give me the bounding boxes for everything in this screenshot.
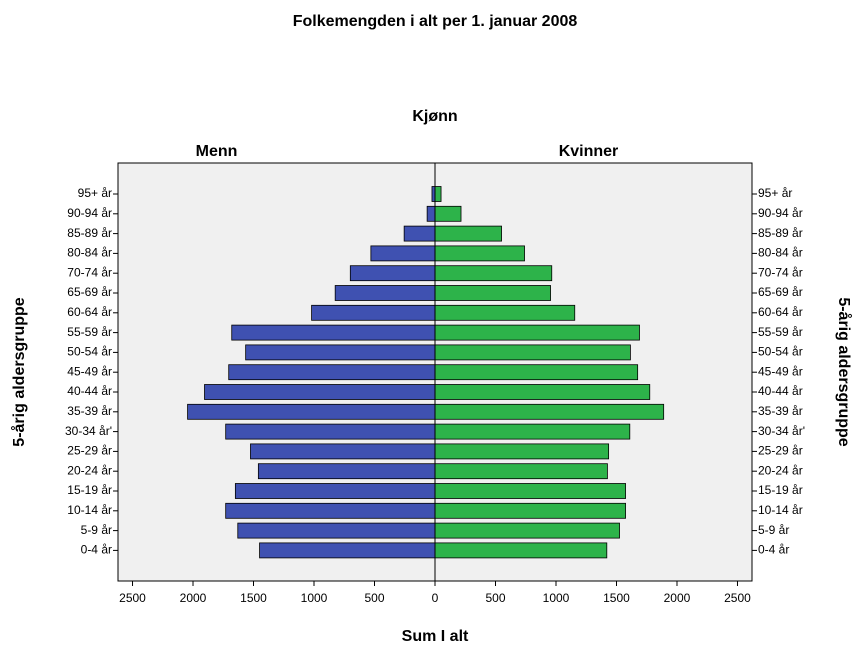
bar [434, 502, 626, 519]
y-tick-label: 55-59 år [67, 325, 112, 339]
bar [434, 384, 651, 400]
bar [257, 463, 436, 480]
y-tick-label-right: 20-24 år [758, 463, 803, 477]
bar [434, 463, 608, 480]
bar [434, 443, 610, 460]
bar [434, 225, 502, 242]
bar [434, 245, 525, 262]
y-tick-label: 5-9 år [81, 523, 112, 537]
y-tick-label-right: 55-59 år [758, 325, 803, 339]
y-tick-label-right: 35-39 år [758, 404, 803, 418]
y-tick-label: 45-49 år [67, 364, 112, 378]
y-tick-label: 15-19 år [67, 483, 112, 497]
y-tick-label: 80-84 år [67, 246, 112, 260]
bar [434, 186, 442, 202]
y-tick-label: 40-44 år [67, 384, 112, 398]
y-tick-label-right: 15-19 år [758, 483, 803, 497]
y-tick-label: 95+ år [78, 186, 112, 200]
x-tick-label: 500 [485, 591, 505, 605]
y-axis-label-right: 5-årig aldersgruppe [835, 297, 853, 446]
bar [245, 344, 436, 361]
bar [434, 344, 631, 361]
y-tick-label-right: 70-74 år [758, 265, 803, 279]
y-axis-label: 5-årig aldersgruppe [10, 297, 28, 446]
bar [204, 384, 436, 400]
bar [403, 225, 436, 242]
y-tick-label: 30-34 år' [65, 424, 112, 438]
y-tick-label-right: 10-14 år [758, 503, 803, 517]
y-tick-label-right: 85-89 år [758, 226, 803, 240]
x-tick-label: 2000 [180, 591, 207, 605]
x-tick-label: 2000 [664, 591, 691, 605]
x-tick-label: 1000 [301, 591, 328, 605]
bar [334, 285, 436, 301]
bar [434, 522, 620, 539]
bar [231, 324, 436, 341]
bar [250, 443, 436, 460]
x-tick-label: 0 [432, 591, 439, 605]
y-tick-label: 90-94 år [67, 206, 112, 220]
bar [434, 285, 551, 301]
y-tick-label-right: 25-29 år [758, 444, 803, 458]
chart-title: Folkemengden i alt per 1. januar 2008 [293, 13, 578, 30]
bar [426, 205, 436, 222]
x-tick-label: 2500 [724, 591, 751, 605]
bar [228, 364, 436, 381]
y-tick-label-right: 40-44 år [758, 384, 803, 398]
y-tick-label: 65-69 år [67, 285, 112, 299]
y-tick-label: 85-89 år [67, 226, 112, 240]
y-tick-label-right: 45-49 år [758, 364, 803, 378]
bar [349, 265, 436, 282]
bar [237, 522, 436, 539]
bar [434, 364, 639, 381]
x-axis-label: Sum I alt [402, 628, 469, 645]
bar [311, 304, 436, 321]
y-tick-label: 25-29 år [67, 444, 112, 458]
x-tick-label: 1500 [240, 591, 267, 605]
x-tick-label: 1000 [543, 591, 570, 605]
bar [370, 245, 436, 262]
bar [434, 483, 626, 499]
bar [434, 542, 608, 559]
bar [234, 483, 436, 499]
y-tick-label-right: 0-4 år [758, 543, 789, 557]
bar [434, 403, 665, 420]
y-tick-label: 50-54 år [67, 345, 112, 359]
y-tick-label: 60-64 år [67, 305, 112, 319]
y-tick-label-right: 50-54 år [758, 345, 803, 359]
bar [434, 324, 640, 341]
y-tick-label: 35-39 år [67, 404, 112, 418]
y-tick-label-right: 60-64 år [758, 305, 803, 319]
group-title: Kjønn [412, 108, 457, 125]
y-tick-label: 20-24 år [67, 463, 112, 477]
bar [434, 304, 576, 321]
y-tick-label: 0-4 år [81, 543, 112, 557]
series-header: Kvinner [559, 143, 619, 160]
bar [259, 542, 436, 559]
x-tick-label: 500 [364, 591, 384, 605]
bar [434, 205, 462, 222]
x-tick-label: 2500 [119, 591, 146, 605]
bar [225, 502, 436, 519]
series-header: Menn [196, 143, 238, 160]
y-tick-label-right: 30-34 år' [758, 424, 805, 438]
y-tick-label-right: 5-9 år [758, 523, 789, 537]
bar [434, 423, 631, 440]
y-tick-label-right: 80-84 år [758, 246, 803, 260]
y-tick-label-right: 95+ år [758, 186, 792, 200]
x-tick-label: 1500 [603, 591, 630, 605]
bar [434, 265, 553, 282]
bar [225, 423, 436, 440]
bar [187, 403, 436, 420]
y-tick-label: 10-14 år [67, 503, 112, 517]
y-tick-label: 70-74 år [67, 265, 112, 279]
y-tick-label-right: 65-69 år [758, 285, 803, 299]
y-tick-label-right: 90-94 år [758, 206, 803, 220]
